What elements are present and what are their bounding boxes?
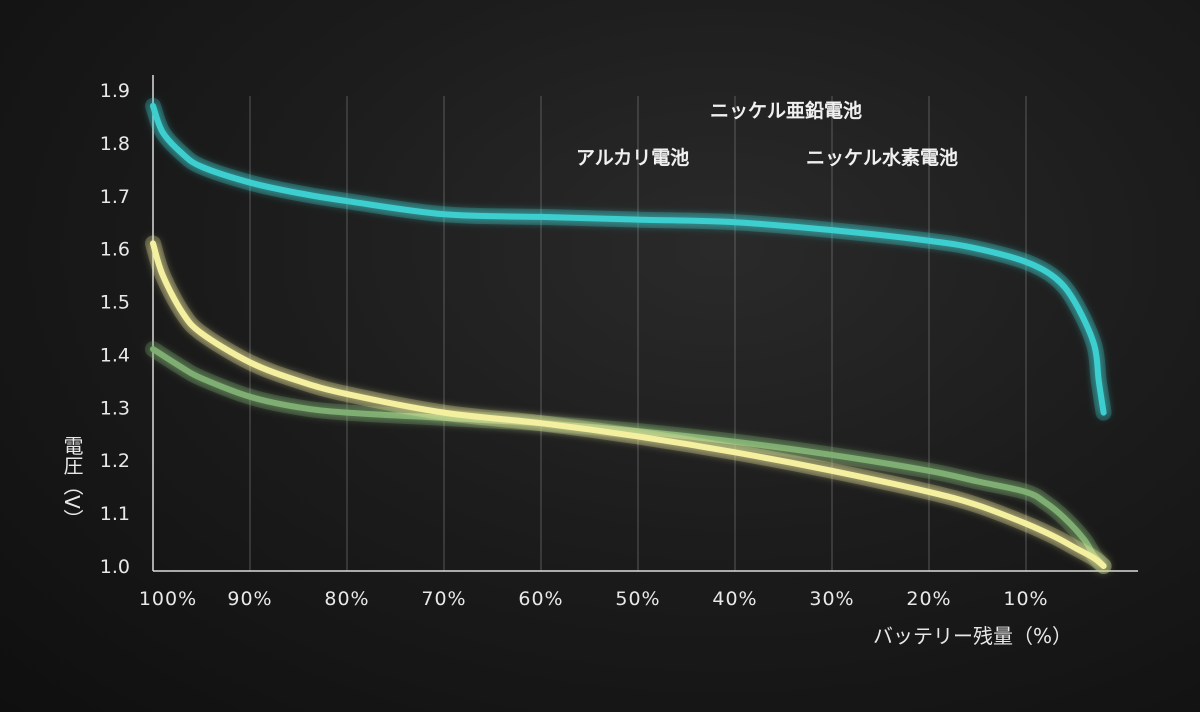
series-alkaline-line xyxy=(150,240,1107,569)
y-tick-label: 1.1 xyxy=(100,503,130,525)
x-tick-label: 90% xyxy=(227,588,272,610)
series-nickel-metal-hydride-line xyxy=(150,346,1107,569)
y-tick-labels: 1.9 1.8 1.7 1.6 1.5 1.4 1.3 1.2 1.1 1.0 xyxy=(100,80,130,578)
y-tick-label: 1.2 xyxy=(100,450,130,472)
legend-label-alkaline: アルカリ電池 xyxy=(576,146,689,169)
x-tick-labels: 100% 90% 80% 70% 60% 50% 40% 30% 20% 10% xyxy=(139,588,1048,610)
x-tick-label: 20% xyxy=(906,588,951,610)
y-tick-label: 1.6 xyxy=(100,239,130,261)
y-tick-label: 1.3 xyxy=(100,397,130,419)
x-tick-label: 70% xyxy=(421,588,466,610)
y-tick-label: 1.9 xyxy=(100,80,130,102)
x-axis-title: バッテリー残量（%） xyxy=(873,624,1072,648)
x-tick-label: 50% xyxy=(615,588,660,610)
legend-label-nickel-metal-hydride: ニッケル水素電池 xyxy=(806,146,958,169)
x-tick-label: 10% xyxy=(1003,588,1048,610)
y-tick-label: 1.0 xyxy=(100,556,130,578)
y-tick-label: 1.5 xyxy=(100,292,130,314)
y-tick-label: 1.7 xyxy=(100,186,130,208)
legend-item-nickel-zinc: ニッケル亜鉛電池 xyxy=(659,99,862,122)
legend-item-alkaline: アルカリ電池 xyxy=(527,146,689,169)
x-tick-label: 30% xyxy=(809,588,854,610)
x-tick-label: 100% xyxy=(139,588,197,610)
legend-label-nickel-zinc: ニッケル亜鉛電池 xyxy=(710,99,862,122)
y-tick-label: 1.8 xyxy=(100,133,130,155)
series-lines xyxy=(145,97,1112,574)
legend: ニッケル亜鉛電池 アルカリ電池 ニッケル水素電池 xyxy=(527,99,958,169)
series-nickel-zinc-line xyxy=(150,102,1107,416)
x-tick-label: 40% xyxy=(712,588,757,610)
x-tick-label: 60% xyxy=(518,588,563,610)
y-tick-label: 1.4 xyxy=(100,344,130,366)
grid-lines xyxy=(249,96,1027,571)
legend-item-nickel-metal-hydride: ニッケル水素電池 xyxy=(757,146,958,169)
y-axis-title: 電圧（V） xyxy=(60,435,84,529)
x-tick-label: 80% xyxy=(324,588,369,610)
